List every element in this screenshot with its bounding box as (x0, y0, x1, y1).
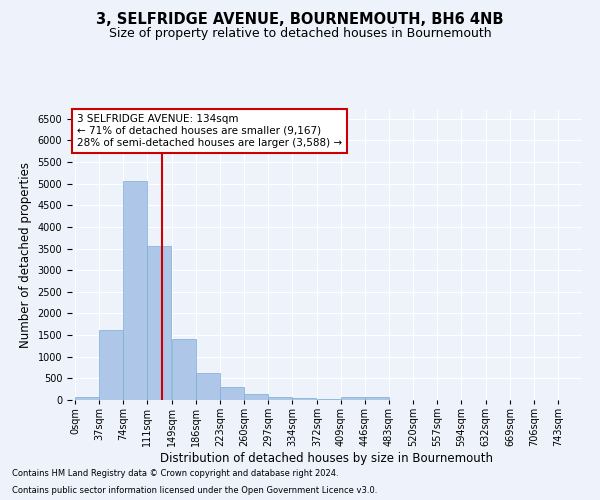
Bar (268, 397, 292, 400)
Bar (365, 397, 389, 400)
Text: Contains HM Land Registry data © Crown copyright and database right 2024.: Contains HM Land Registry data © Crown c… (12, 468, 338, 477)
Bar (172, 340, 196, 400)
Bar (99, 330, 124, 400)
Bar (244, 394, 268, 400)
Bar (317, 398, 341, 400)
Text: 3 SELFRIDGE AVENUE: 134sqm
← 71% of detached houses are smaller (9,167)
28% of s: 3 SELFRIDGE AVENUE: 134sqm ← 71% of deta… (77, 114, 342, 148)
Bar (148, 246, 172, 400)
X-axis label: Distribution of detached houses by size in Bournemouth: Distribution of detached houses by size … (161, 452, 493, 465)
Bar (75, 397, 99, 400)
Bar (124, 182, 148, 400)
Text: Size of property relative to detached houses in Bournemouth: Size of property relative to detached ho… (109, 28, 491, 40)
Bar (341, 397, 365, 400)
Bar (292, 398, 316, 400)
Bar (220, 386, 244, 400)
Y-axis label: Number of detached properties: Number of detached properties (19, 162, 32, 348)
Text: 3, SELFRIDGE AVENUE, BOURNEMOUTH, BH6 4NB: 3, SELFRIDGE AVENUE, BOURNEMOUTH, BH6 4N… (96, 12, 504, 28)
Text: Contains public sector information licensed under the Open Government Licence v3: Contains public sector information licen… (12, 486, 377, 495)
Bar (196, 373, 220, 400)
